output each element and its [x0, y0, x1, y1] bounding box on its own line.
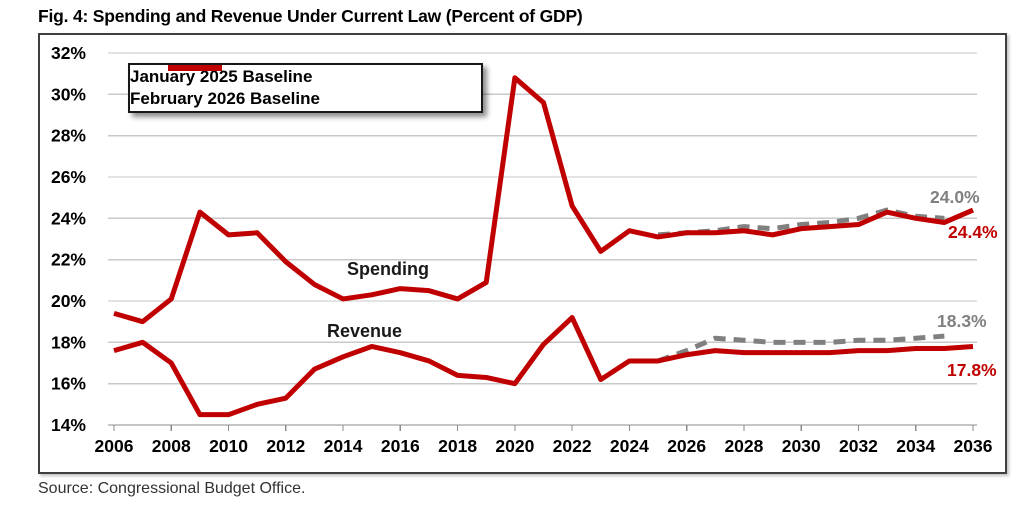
- svg-text:2018: 2018: [438, 436, 477, 456]
- svg-text:2012: 2012: [266, 436, 305, 456]
- end-value-feb2026-spending: 24.4%: [948, 222, 998, 242]
- source-note: Source: Congressional Budget Office.: [38, 480, 306, 497]
- solid-line-icon: [168, 65, 222, 71]
- y-axis-labels: 32% 30% 28% 26% 24% 22% 20% 18% 16% 14%: [51, 43, 86, 435]
- end-value-feb2026-revenue: 17.8%: [947, 360, 997, 380]
- legend: January 2025 Baseline February 2026 Base…: [128, 63, 483, 113]
- svg-text:2016: 2016: [381, 436, 420, 456]
- svg-text:22%: 22%: [51, 250, 86, 270]
- spending-series-label: Spending: [347, 259, 429, 279]
- legend-item-feb2026: February 2026 Baseline: [130, 65, 481, 110]
- end-value-jan2025-spending: 24.0%: [930, 187, 980, 207]
- svg-text:2010: 2010: [209, 436, 248, 456]
- svg-text:2022: 2022: [553, 436, 592, 456]
- svg-text:2030: 2030: [782, 436, 821, 456]
- svg-text:18%: 18%: [51, 332, 86, 352]
- svg-text:2020: 2020: [495, 436, 534, 456]
- svg-text:2026: 2026: [667, 436, 706, 456]
- svg-text:32%: 32%: [51, 43, 86, 63]
- series-feb2026-revenue: [113, 315, 974, 418]
- legend-label-feb2026: February 2026 Baseline: [130, 89, 320, 108]
- legend-label-jan2025: January 2025 Baseline: [130, 67, 313, 86]
- chart-svg: 32%30%28%26%24%22%20%18%16%14%2006 2008 20…: [51, 43, 993, 456]
- svg-text:24%: 24%: [51, 208, 86, 228]
- series-jan2025-revenue: [657, 333, 945, 364]
- series-feb2026-spending: [113, 75, 974, 325]
- svg-text:28%: 28%: [51, 126, 86, 146]
- svg-text:14%: 14%: [51, 415, 86, 435]
- x-axis-labels: 2006 2008 2010 2012 2014 2016 2018 2020 2022 2024…: [95, 436, 993, 456]
- svg-text:2032: 2032: [839, 436, 878, 456]
- svg-text:30%: 30%: [51, 84, 86, 104]
- svg-text:2028: 2028: [724, 436, 763, 456]
- figure-title: Fig. 4: Spending and Revenue Under Curre…: [38, 6, 583, 26]
- svg-text:2014: 2014: [324, 436, 363, 456]
- revenue-series-label: Revenue: [327, 321, 403, 341]
- svg-text:2024: 2024: [610, 436, 649, 456]
- svg-text:2034: 2034: [896, 436, 935, 456]
- svg-text:20%: 20%: [51, 291, 86, 311]
- svg-text:26%: 26%: [51, 167, 86, 187]
- svg-text:2006: 2006: [95, 436, 134, 456]
- svg-text:16%: 16%: [51, 374, 86, 394]
- x-axis-ticks: [113, 425, 974, 431]
- svg-text:2036: 2036: [954, 436, 993, 456]
- figure: Fig. 4: Spending and Revenue Under Curre…: [38, 6, 1007, 498]
- svg-text:2008: 2008: [152, 436, 191, 456]
- end-value-jan2025-revenue: 18.3%: [937, 311, 987, 331]
- chart-frame: 32% 30% 28% 26% 24% 22% 20% 18% 16% 14% 2006 2008 20…: [38, 33, 1007, 474]
